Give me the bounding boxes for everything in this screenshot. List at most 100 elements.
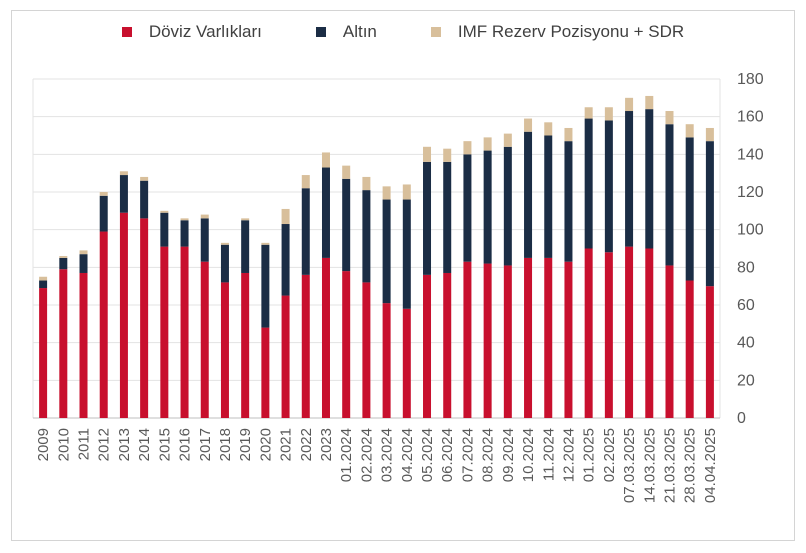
bar-segment-imf	[483, 137, 492, 151]
bar-segment-doviz	[220, 282, 229, 418]
x-tick-label: 2020	[257, 428, 274, 461]
x-tick-label: 14.03.2025	[641, 428, 658, 503]
bar-segment-doviz	[463, 261, 472, 418]
x-tick-label: 2010	[55, 428, 72, 461]
bar-segment-imf	[685, 124, 694, 138]
bar-segment-imf	[59, 256, 68, 258]
y-tick-label: 160	[737, 109, 764, 126]
x-tick-label: 2019	[237, 428, 254, 461]
bar-segment-doviz	[544, 257, 553, 418]
bar-segment-altin	[39, 280, 48, 289]
bar-segment-altin	[261, 244, 270, 328]
bar-segment-imf	[99, 192, 108, 196]
bar-segment-altin	[443, 161, 452, 273]
bar-segment-doviz	[241, 272, 250, 418]
bar-segment-imf	[261, 242, 270, 245]
bar-segment-altin	[321, 167, 330, 258]
x-tick-label: 07.03.2025	[621, 428, 638, 503]
bar-segment-doviz	[180, 246, 189, 418]
bar-segment-altin	[604, 120, 613, 253]
legend-swatch-imf	[430, 27, 441, 37]
x-tick-label: 2021	[278, 428, 295, 461]
x-tick-label: 11.2024	[540, 428, 557, 481]
x-tick-label: 2018	[217, 428, 234, 461]
bar-segment-doviz	[584, 248, 593, 418]
bar-segment-imf	[443, 148, 452, 162]
bar-segment-imf	[584, 107, 593, 119]
bar-segment-imf	[321, 152, 330, 168]
bar-segment-doviz	[362, 282, 371, 418]
bar-segment-doviz	[645, 248, 654, 418]
legend-label-altin: Altın	[342, 22, 377, 41]
bar-segment-doviz	[665, 265, 674, 418]
bar-segment-doviz	[321, 257, 330, 418]
bar-segment-altin	[625, 111, 634, 247]
bar-segment-doviz	[119, 212, 128, 418]
bar-segment-doviz	[342, 271, 351, 418]
x-tick-label: 02.2025	[601, 428, 618, 482]
x-tick-label: 05.2024	[419, 428, 436, 482]
bar-segment-altin	[180, 220, 189, 247]
bar-segment-doviz	[281, 295, 290, 418]
x-tick-label: 2009	[35, 428, 52, 461]
bar-segment-doviz	[705, 286, 714, 418]
x-tick-label: 10.2024	[520, 428, 537, 482]
bar-segment-altin	[140, 180, 149, 219]
bar-segment-imf	[625, 97, 634, 112]
bar-segment-altin	[544, 135, 553, 258]
bar-segment-altin	[705, 141, 714, 287]
y-tick-label: 80	[737, 259, 755, 276]
y-tick-label: 20	[737, 372, 755, 389]
bar-segment-doviz	[160, 246, 169, 418]
x-tick-label: 06.2024	[439, 428, 456, 482]
x-tick-label: 2017	[197, 428, 214, 461]
x-tick-label: 04.2024	[399, 428, 416, 482]
bar-segment-imf	[241, 218, 250, 221]
bar-segment-doviz	[140, 218, 149, 418]
x-tick-label: 01.2024	[338, 428, 355, 482]
bar-segment-imf	[665, 111, 674, 125]
legend-label-imf: IMF Rezerv Pozisyonu + SDR	[457, 22, 685, 41]
bar-segment-altin	[119, 175, 128, 213]
bar-segment-doviz	[200, 261, 209, 418]
legend: Döviz Varlıkları Altın IMF Rezerv Pozisy…	[0, 22, 806, 42]
y-tick-label: 60	[737, 297, 755, 314]
y-tick-label: 0	[737, 410, 746, 427]
bar-segment-doviz	[39, 288, 48, 418]
bar-segment-altin	[79, 254, 88, 273]
y-tick-label: 40	[737, 335, 755, 352]
legend-item-imf: IMF Rezerv Pozisyonu + SDR	[430, 22, 685, 42]
x-tick-label: 2022	[298, 428, 315, 461]
bar-segment-imf	[463, 141, 472, 155]
bar-segment-altin	[423, 161, 432, 275]
bar-segment-doviz	[423, 274, 432, 418]
bar-segment-altin	[281, 224, 290, 296]
bar-segment-altin	[564, 141, 573, 262]
bar-segment-imf	[119, 171, 128, 176]
bar-segment-imf	[281, 208, 290, 225]
x-tick-label: 03.2024	[379, 428, 396, 482]
x-tick-label: 2015	[156, 428, 173, 461]
x-tick-label: 12.2024	[560, 428, 577, 482]
bar-segment-imf	[564, 127, 573, 142]
x-tick-label: 08.2024	[480, 428, 497, 482]
x-tick-label: 28.03.2025	[682, 428, 699, 503]
legend-item-altin: Altın	[315, 22, 377, 42]
bar-segment-altin	[584, 118, 593, 249]
bar-segment-imf	[362, 176, 371, 191]
bar-segment-imf	[200, 214, 209, 219]
bar-segment-altin	[463, 154, 472, 262]
bar-segment-doviz	[564, 261, 573, 418]
bar-segment-imf	[524, 118, 533, 132]
x-tick-label: 02.2024	[358, 428, 375, 482]
bar-segment-imf	[423, 146, 432, 162]
x-tick-label: 21.03.2025	[661, 428, 678, 503]
bar-segment-imf	[382, 186, 391, 200]
bar-segment-doviz	[99, 231, 108, 418]
bar-segment-imf	[140, 176, 149, 181]
bar-segment-doviz	[503, 265, 512, 418]
x-tick-label: 2013	[116, 428, 133, 461]
x-tick-label: 2016	[177, 428, 194, 461]
bar-segment-imf	[705, 127, 714, 142]
bar-segment-altin	[645, 109, 654, 249]
